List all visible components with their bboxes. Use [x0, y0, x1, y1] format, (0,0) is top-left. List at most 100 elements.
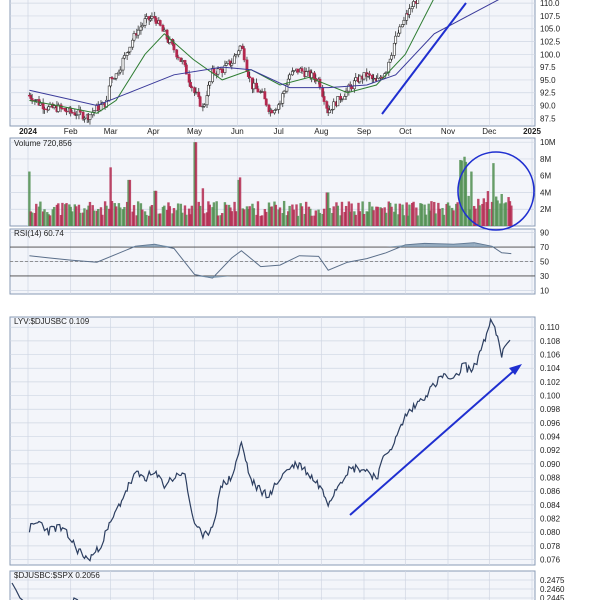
volume-bar [242, 209, 246, 226]
candle-body [401, 24, 404, 28]
volume-bar [344, 205, 348, 226]
volume-bar [285, 215, 289, 226]
candle-body [140, 25, 144, 28]
candle-body [202, 104, 206, 107]
candle-body [128, 46, 132, 53]
volume-circle-annotation [457, 151, 535, 231]
rsi-oversold-fill [194, 275, 213, 279]
volume-bar [211, 207, 214, 226]
volume-bar [127, 179, 130, 226]
volume-bar [91, 205, 94, 226]
volume-bar [300, 206, 304, 226]
volume-y-tick-label: 8M [540, 155, 551, 164]
candle-body [43, 108, 46, 110]
volume-bar [215, 201, 218, 226]
candle-body [237, 50, 241, 55]
volume-bar [61, 202, 64, 226]
candle-body [238, 45, 242, 52]
ratio-y-tick-label: 0.102 [540, 378, 561, 387]
volume-bar [415, 207, 418, 226]
ratio-trend-arrow-line [349, 367, 518, 516]
x-tick-label: 2025 [523, 127, 541, 136]
volume-bar [428, 210, 432, 226]
candle-body [278, 102, 282, 106]
volume-bar [387, 201, 390, 226]
volume-bar [490, 201, 494, 226]
candle-body [41, 102, 45, 110]
volume-bar [157, 213, 161, 226]
ratio-line [28, 317, 511, 562]
volume-bar [504, 202, 508, 226]
rsi-overbought-fill [492, 246, 502, 248]
candle-body [175, 49, 179, 58]
volume-bar [282, 200, 286, 226]
volume-bar [121, 209, 125, 226]
ratio-panel [9, 316, 536, 566]
volume-bar [456, 202, 459, 226]
volume-bar [343, 211, 346, 226]
ratio-trend-arrow-head [509, 364, 522, 375]
volume-bar [41, 211, 45, 226]
candle-body [180, 60, 184, 62]
price-y-tick-label: 102.5 [540, 38, 561, 47]
volume-bar [299, 203, 302, 226]
candle-body [230, 62, 234, 66]
volume-bar [340, 201, 344, 226]
volume-bar [229, 207, 232, 226]
volume-bar [423, 204, 426, 226]
candle-body [176, 56, 180, 59]
volume-bar [113, 203, 116, 226]
volume-bar [455, 203, 458, 226]
volume-bar [508, 201, 512, 226]
candle-body [38, 102, 42, 106]
volume-bar [416, 215, 419, 226]
sector-y-tick-label: 0.2475 [540, 576, 565, 585]
candle-body [121, 57, 125, 71]
candle-body [114, 73, 118, 79]
volume-bar [245, 206, 249, 226]
volume-bar [326, 192, 330, 226]
volume-bar [448, 205, 451, 226]
volume-bar [486, 191, 490, 226]
volume-bar [321, 213, 324, 226]
volume-bar [79, 212, 82, 226]
volume-bar [292, 209, 295, 226]
ratio-y-tick-label: 0.094 [540, 433, 561, 442]
ratio-y-tick-label: 0.080 [540, 528, 561, 537]
volume-bar [424, 214, 428, 226]
volume-bar [406, 215, 410, 226]
volume-bar [88, 201, 92, 226]
candle-body [325, 101, 329, 109]
volume-bar [410, 202, 414, 226]
volume-bar [437, 202, 440, 226]
volume-bar [314, 210, 318, 226]
volume-bar [77, 204, 81, 226]
candle-body [256, 88, 260, 93]
rsi-overbought-fill [386, 244, 406, 248]
volume-bar [212, 202, 216, 226]
volume-bar [474, 208, 477, 226]
candle-body [208, 81, 212, 86]
candle-body [282, 90, 286, 94]
volume-bar [150, 204, 154, 226]
ratio-y-tick-label: 0.108 [540, 337, 561, 346]
x-tick-label: May [187, 127, 202, 136]
ratio-y-tick-label: 0.088 [540, 474, 561, 483]
volume-bar [248, 206, 251, 226]
volume-bar [388, 202, 392, 226]
volume-bar [55, 204, 59, 226]
x-tick-label: Nov [441, 127, 455, 136]
volume-bar [110, 200, 114, 226]
volume-bar [114, 206, 118, 226]
candle-body [187, 73, 191, 83]
volume-bar [362, 213, 366, 226]
volume-bar [131, 211, 134, 226]
volume-bar [233, 201, 236, 226]
candle-body [65, 110, 68, 113]
candle-body [154, 17, 158, 24]
sector-y-tick-label: 0.2445 [540, 594, 565, 600]
volume-bar [459, 159, 462, 226]
volume-bar [43, 209, 46, 226]
candle-body [241, 45, 245, 49]
x-tick-label: Jun [231, 127, 244, 136]
